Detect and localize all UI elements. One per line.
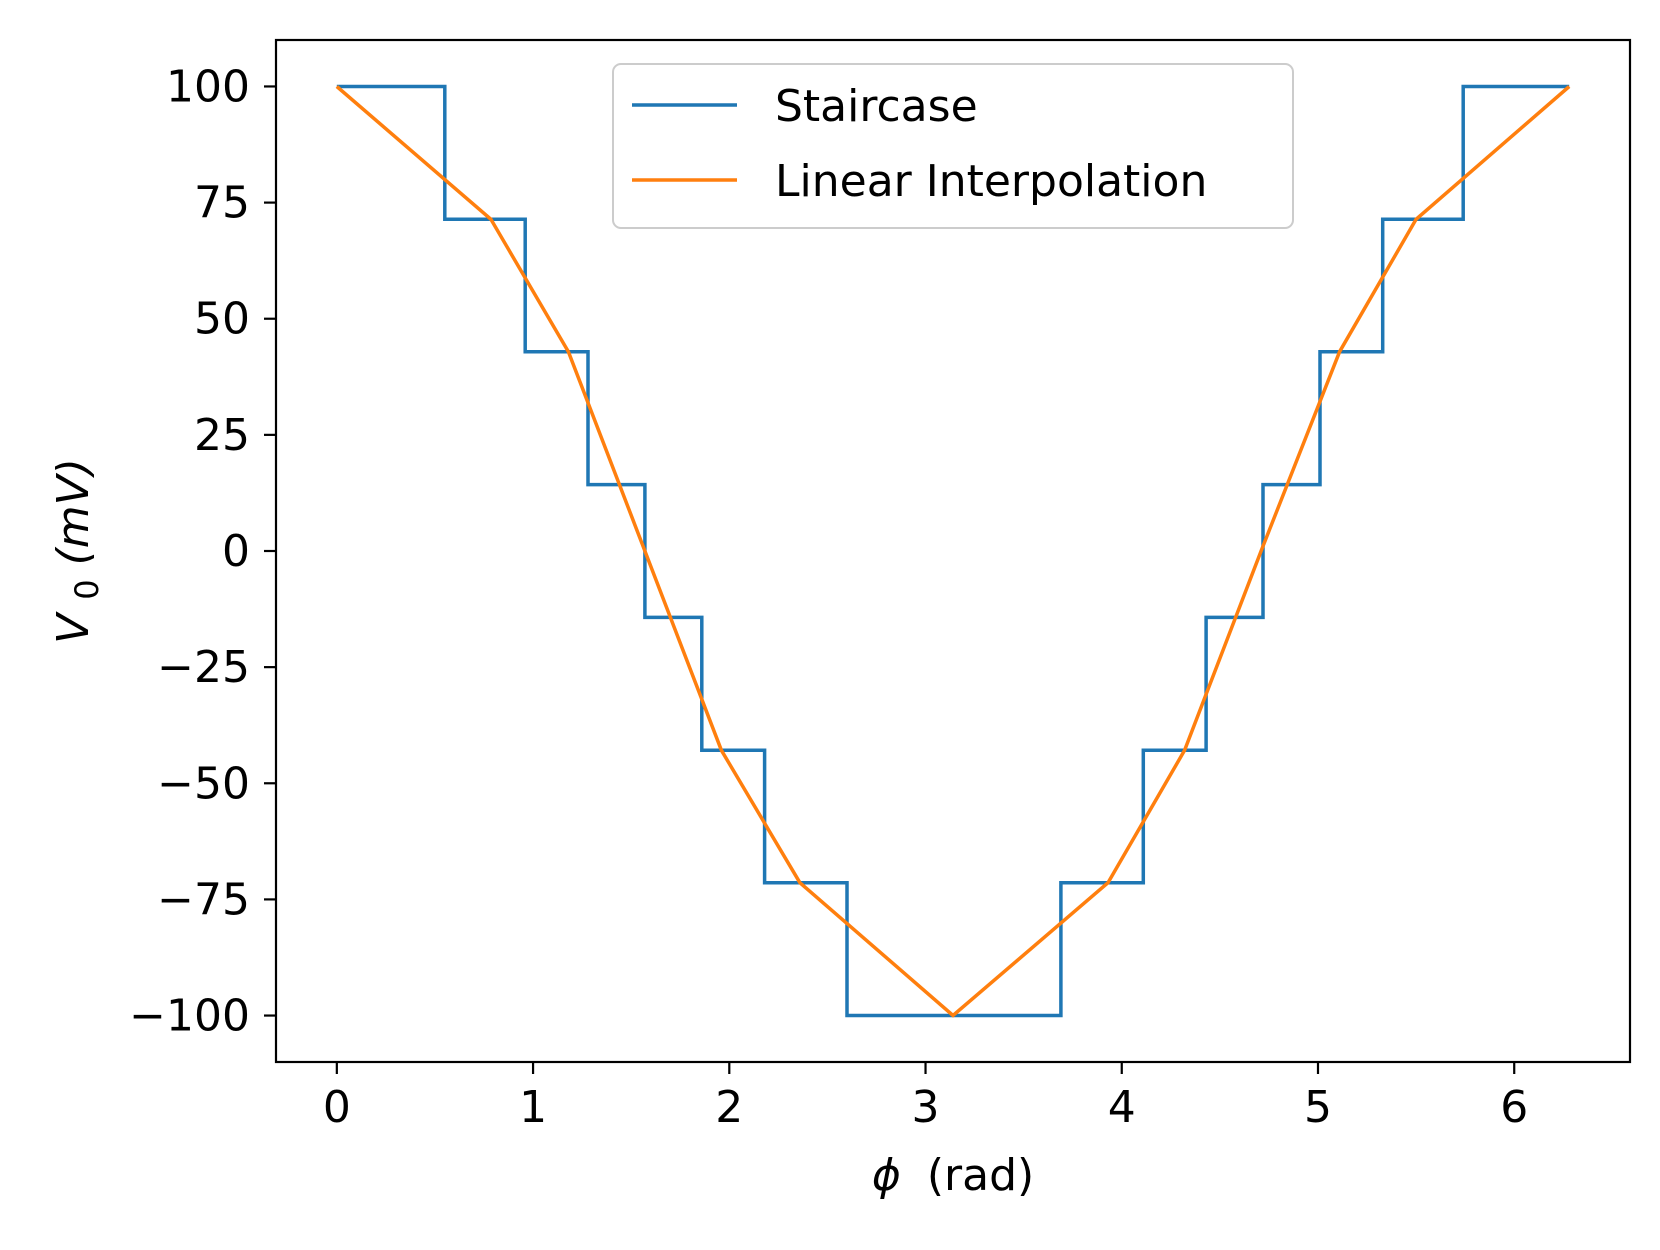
x-axis-label-unit: (rad) [927, 1150, 1034, 1201]
x-axis-label: ϕ (rad) [872, 1150, 1034, 1201]
x-axis-label-symbol: ϕ [872, 1150, 901, 1201]
legend-label-staircase: Staircase [775, 81, 978, 132]
x-tick-label: 2 [715, 1082, 743, 1133]
y-tick-label: 25 [194, 410, 250, 461]
x-tick-label: 4 [1108, 1082, 1136, 1133]
y-tick-label: −75 [157, 874, 250, 925]
x-tick-label: 5 [1304, 1082, 1332, 1133]
y-tick-label: 100 [166, 61, 250, 112]
y-tick-label: 0 [222, 526, 250, 577]
x-tick-label: 1 [519, 1082, 547, 1133]
y-tick-label: −25 [157, 642, 250, 693]
x-tick-label: 0 [323, 1082, 351, 1133]
x-tick-label: 3 [912, 1082, 940, 1133]
y-tick-label: 50 [194, 294, 250, 345]
legend-label-linear-interpolation: Linear Interpolation [775, 156, 1207, 207]
y-axis-label-main: V [48, 611, 99, 644]
legend: Staircase Linear Interpolation [613, 64, 1293, 228]
x-tick-label: 6 [1500, 1082, 1528, 1133]
y-axis-label-subscript: 0 [68, 579, 106, 599]
y-axis-label-rest: (mV) [48, 458, 99, 565]
y-tick-label: 75 [194, 178, 250, 229]
y-tick-label: −50 [157, 758, 250, 809]
y-tick-label: −100 [129, 991, 250, 1042]
